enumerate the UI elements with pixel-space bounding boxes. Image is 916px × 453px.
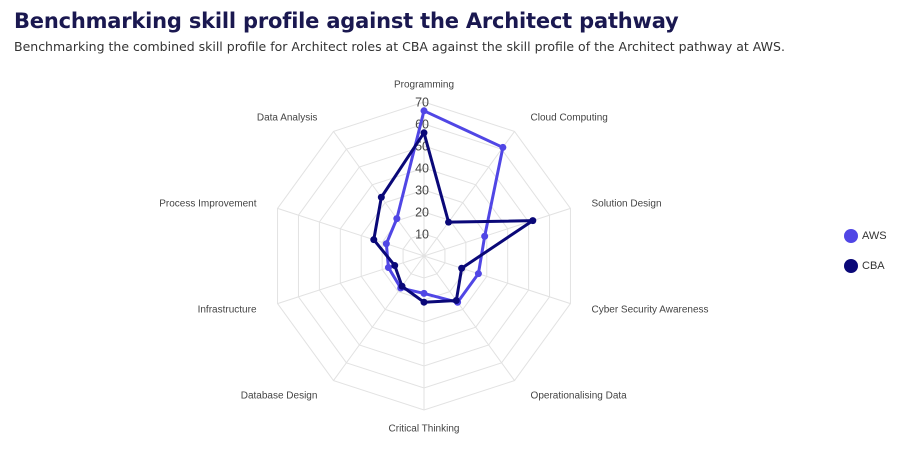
axis-label: Cloud Computing xyxy=(531,112,608,123)
grid-spoke xyxy=(333,131,425,257)
data-point xyxy=(384,264,392,272)
grid-spoke xyxy=(277,255,425,305)
data-point xyxy=(445,218,453,226)
legend-item-aws[interactable]: AWS xyxy=(844,226,887,246)
grid-spoke xyxy=(423,131,515,257)
data-point xyxy=(420,289,428,297)
data-point xyxy=(398,282,406,290)
axis-label: Critical Thinking xyxy=(389,424,460,435)
grid-spoke xyxy=(423,255,515,381)
legend-label-aws: AWS xyxy=(862,230,887,242)
axis-labels: Programming Cloud Computing Solution Desig… xyxy=(159,80,708,435)
data-point xyxy=(393,215,401,223)
radial-tick-label: 70 xyxy=(415,96,429,110)
grid-spoke xyxy=(277,207,425,257)
axis-label: Operationalising Data xyxy=(531,391,628,402)
axis-label: Cyber Security Awareness xyxy=(591,305,708,316)
radar-grid xyxy=(277,101,571,411)
axis-label: Programming xyxy=(394,80,454,91)
legend-swatch-aws xyxy=(844,229,858,243)
chart-title: Benchmarking skill profile against the A… xyxy=(14,9,679,33)
legend-label-cba: CBA xyxy=(862,260,885,272)
data-point xyxy=(382,240,390,248)
chart-subtitle: Benchmarking the combined skill profile … xyxy=(14,39,785,54)
data-point xyxy=(458,264,466,272)
data-point xyxy=(370,236,378,244)
data-point xyxy=(377,193,385,201)
data-point xyxy=(420,107,428,115)
data-point xyxy=(420,129,428,137)
grid-spoke xyxy=(333,255,425,381)
axis-label: Process Improvement xyxy=(159,198,256,209)
legend-swatch-cba xyxy=(844,259,858,273)
radial-tick-label: 40 xyxy=(415,162,429,176)
radial-tick-label: 30 xyxy=(415,184,429,198)
data-point xyxy=(452,296,460,304)
data-point xyxy=(481,232,489,240)
axis-label: Infrastructure xyxy=(198,305,257,316)
grid-spoke xyxy=(423,255,571,305)
radial-tick-label: 20 xyxy=(415,206,429,220)
data-point xyxy=(391,262,399,270)
data-point xyxy=(529,217,537,225)
data-point xyxy=(474,270,482,278)
series-cba xyxy=(370,129,537,306)
data-point xyxy=(420,298,428,306)
legend-item-cba[interactable]: CBA xyxy=(844,256,887,276)
grid-spoke xyxy=(423,207,571,257)
radial-tick-label: 10 xyxy=(415,228,429,242)
axis-label: Data Analysis xyxy=(257,112,318,123)
data-series xyxy=(370,107,537,306)
legend: AWS CBA xyxy=(844,226,887,286)
axis-label: Solution Design xyxy=(591,198,661,209)
axis-label: Database Design xyxy=(241,391,318,402)
data-point xyxy=(499,143,507,151)
